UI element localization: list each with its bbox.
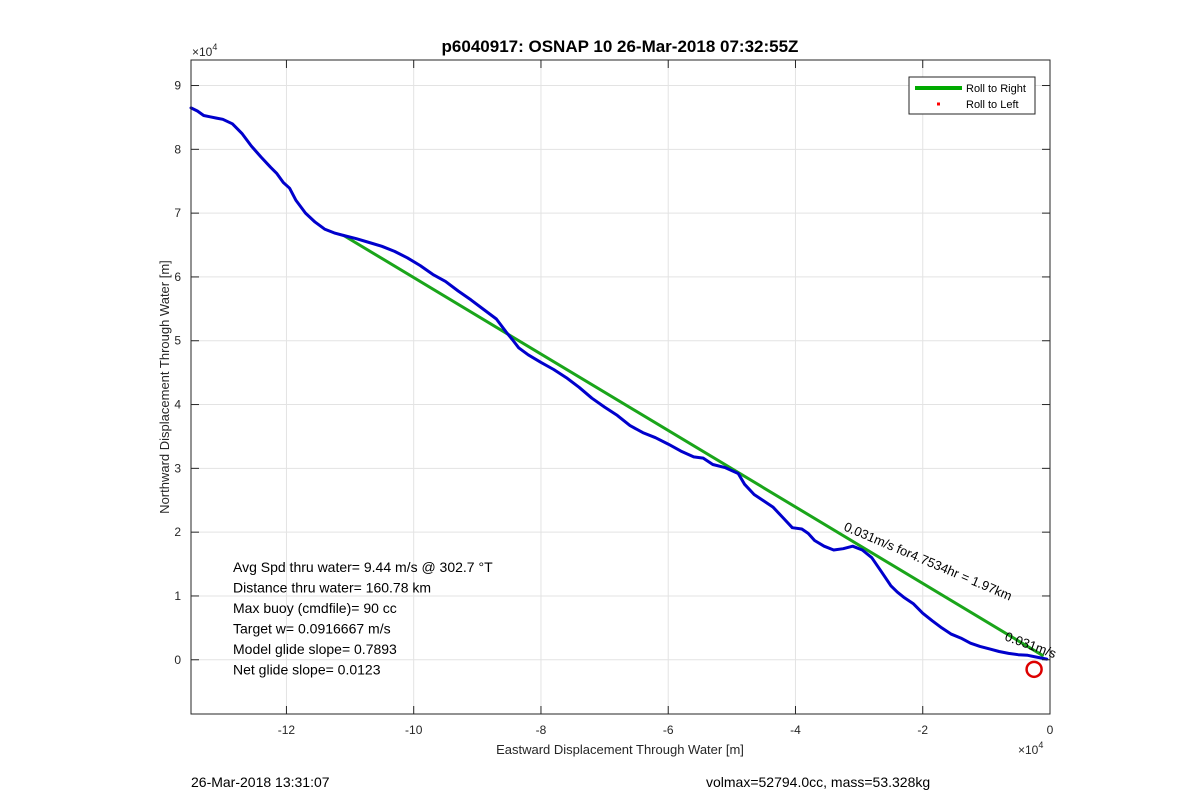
y-tick-label: 7: [174, 206, 181, 220]
y-tick-label: 4: [174, 398, 181, 412]
y-axis-label: Northward Displacement Through Water [m]: [157, 260, 172, 514]
legend-label-roll-right: Roll to Right: [966, 83, 1026, 95]
x-tick-label: -6: [663, 723, 674, 737]
glider-track-line: [189, 106, 1049, 661]
y-tick-label: 8: [174, 142, 181, 156]
ticks: -12 -10 -8 -6 -4 -2 0 0 1 2 3 4 5 6 7 8 9: [174, 60, 1054, 737]
y-tick-label: 5: [174, 334, 181, 348]
net-glide-text: Net glide slope= 0.0123: [233, 662, 381, 678]
legend-box: [908, 76, 1036, 115]
y-exponent-power: 4: [212, 42, 217, 52]
red-circle-layer: [1025, 660, 1043, 679]
y-tick-label: 1: [174, 589, 181, 603]
x-exponent-base: ×10: [1018, 743, 1039, 757]
x-exponent-power: 4: [1038, 740, 1043, 750]
x-axis-label: Eastward Displacement Through Water [m]: [496, 742, 744, 757]
y-tick-label: 0: [174, 653, 181, 667]
avg-speed-text: Avg Spd thru water= 9.44 m/s @ 302.7 °T: [233, 559, 493, 575]
red-circle-marker: [1025, 660, 1043, 679]
max-buoy-text: Max buoy (cmdfile)= 90 cc: [233, 600, 397, 616]
x-tick-label: -2: [917, 723, 928, 737]
legend-label-roll-left: Roll to Left: [966, 99, 1019, 111]
axes-box: [190, 59, 1051, 715]
y-exponent: ×104: [192, 42, 217, 59]
distance-text: Distance thru water= 160.78 km: [233, 580, 431, 596]
target-w-text: Target w= 0.0916667 m/s: [233, 621, 391, 637]
x-tick-label: -4: [790, 723, 801, 737]
y-exponent-base: ×10: [192, 45, 213, 59]
model-glide-text: Model glide slope= 0.7893: [233, 641, 397, 657]
chart-title: p6040917: OSNAP 10 26-Mar-2018 07:32:55Z: [442, 37, 799, 56]
x-tick-label: -8: [536, 723, 547, 737]
x-exponent: ×104: [1018, 740, 1043, 757]
y-tick-label: 6: [174, 270, 181, 284]
footer-timestamp: 26-Mar-2018 13:31:07: [191, 774, 330, 790]
x-tick-label: 0: [1047, 723, 1054, 737]
x-tick-label: -12: [278, 723, 296, 737]
x-tick-label: -10: [405, 723, 423, 737]
grid: [191, 60, 1051, 714]
plot-lines: [189, 106, 1049, 661]
y-tick-label: 9: [174, 79, 181, 93]
legend-dot-roll-left: [937, 102, 940, 106]
footer-mass-info: volmax=52794.0cc, mass=53.328kg: [706, 774, 930, 790]
stats-annotations: Avg Spd thru water= 9.44 m/s @ 302.7 °T …: [233, 559, 493, 678]
roll-to-right-line: [342, 234, 1044, 657]
legend: Roll to Right Roll to Left: [908, 76, 1036, 115]
y-tick-label: 3: [174, 461, 181, 475]
y-tick-label: 2: [174, 525, 181, 539]
